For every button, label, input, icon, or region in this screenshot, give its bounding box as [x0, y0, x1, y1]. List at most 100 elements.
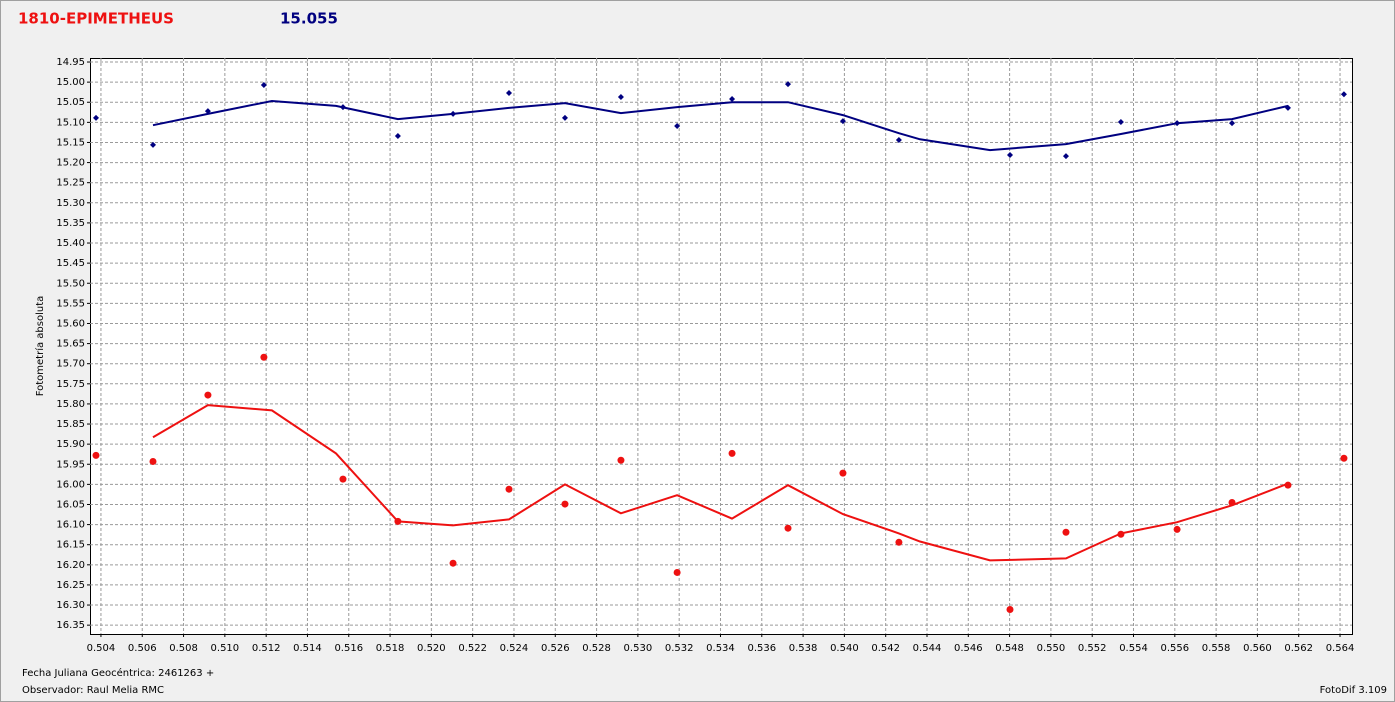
data-point	[784, 524, 792, 532]
x-tick-label: 0.548	[995, 643, 1024, 654]
data-point	[449, 559, 457, 567]
data-point	[1062, 153, 1069, 160]
data-point	[895, 538, 903, 546]
data-point	[561, 500, 569, 508]
data-point	[505, 485, 513, 493]
x-tick-label: 0.516	[334, 643, 363, 654]
data-point	[674, 122, 681, 129]
data-point	[673, 568, 681, 576]
chart-subtitle: 15.055	[280, 10, 338, 28]
data-point	[204, 391, 212, 399]
software-version: FotoDif 3.109	[1320, 685, 1387, 696]
data-point	[1117, 118, 1124, 125]
x-tick-label: 0.530	[624, 643, 653, 654]
data-point	[92, 114, 99, 121]
data-point	[728, 449, 736, 457]
data-point	[785, 81, 792, 88]
x-tick-label: 0.542	[871, 643, 900, 654]
x-tick-label: 0.526	[541, 643, 570, 654]
y-tick-label: 15.75	[56, 379, 85, 390]
plot-area	[90, 58, 1353, 635]
y-tick-label: 16.30	[56, 600, 85, 611]
y-tick-label: 15.65	[56, 339, 85, 350]
y-tick-label: 15.45	[56, 258, 85, 269]
x-tick-label: 0.528	[582, 643, 611, 654]
y-tick-label: 16.15	[56, 540, 85, 551]
y-tick-label: 15.25	[56, 178, 85, 189]
data-point	[561, 114, 568, 121]
x-tick-label: 0.546	[954, 643, 983, 654]
x-tick-label: 0.558	[1202, 643, 1231, 654]
y-tick-label: 15.00	[56, 77, 85, 88]
data-point	[617, 456, 625, 464]
data-point	[506, 89, 513, 96]
x-tick-label: 0.544	[913, 643, 942, 654]
data-point	[1229, 120, 1236, 127]
y-tick-label: 15.15	[56, 137, 85, 148]
data-point	[394, 133, 401, 140]
x-tick-label: 0.510	[211, 643, 240, 654]
y-tick-label: 15.40	[56, 238, 85, 249]
y-tick-label: 16.25	[56, 580, 85, 591]
x-tick-label: 0.562	[1284, 643, 1313, 654]
x-tick-label: 0.554	[1119, 643, 1148, 654]
data-point	[1340, 454, 1348, 462]
y-tick-label: 15.70	[56, 359, 85, 370]
data-point	[617, 94, 624, 101]
y-tick-label: 16.00	[56, 479, 85, 490]
data-point	[839, 469, 847, 477]
x-tick-label: 0.538	[789, 643, 818, 654]
y-tick-label: 15.05	[56, 97, 85, 108]
x-tick-label: 0.536	[747, 643, 776, 654]
y-tick-label: 16.35	[56, 620, 85, 631]
data-point	[149, 457, 157, 465]
y-tick-label: 15.80	[56, 399, 85, 410]
y-tick-label: 15.90	[56, 439, 85, 450]
y-tick-label: 15.55	[56, 298, 85, 309]
data-point	[895, 137, 902, 144]
data-point	[1173, 525, 1181, 533]
x-tick-label: 0.532	[665, 643, 694, 654]
x-tick-label: 0.518	[376, 643, 405, 654]
x-tick-label: 0.564	[1326, 643, 1355, 654]
y-tick-label: 15.95	[56, 459, 85, 470]
x-tick-label: 0.514	[293, 643, 322, 654]
y-tick-label: 15.85	[56, 419, 85, 430]
footer-observer: Observador: Raul Melia RMC	[22, 685, 164, 696]
x-tick-label: 0.504	[87, 643, 116, 654]
x-tick-label: 0.552	[1078, 643, 1107, 654]
y-tick-label: 15.10	[56, 117, 85, 128]
x-tick-label: 0.508	[169, 643, 198, 654]
trend-line	[152, 99, 1289, 152]
x-tick-label: 0.550	[1037, 643, 1066, 654]
y-tick-label: 15.50	[56, 278, 85, 289]
footer-date: Fecha Juliana Geocéntrica: 2461263 +	[22, 667, 214, 679]
x-tick-label: 0.534	[706, 643, 735, 654]
y-axis-label: Fotometría absoluta	[34, 296, 46, 397]
x-tick-label: 0.506	[128, 643, 157, 654]
data-point	[260, 81, 267, 88]
x-tick-label: 0.520	[417, 643, 446, 654]
y-tick-label: 15.30	[56, 198, 85, 209]
data-point	[1006, 605, 1014, 613]
x-tick-label: 0.524	[500, 643, 529, 654]
x-tick-label: 0.560	[1243, 643, 1272, 654]
data-point	[1007, 151, 1014, 158]
y-tick-label: 15.60	[56, 318, 85, 329]
data-point	[149, 141, 156, 148]
data-point	[92, 451, 100, 459]
y-tick-label: 16.05	[56, 499, 85, 510]
y-tick-label: 14.95	[56, 57, 85, 68]
data-point	[339, 475, 347, 483]
x-tick-label: 0.522	[458, 643, 487, 654]
data-point	[260, 353, 268, 361]
data-point	[729, 96, 736, 103]
x-tick-label: 0.540	[830, 643, 859, 654]
y-tick-label: 15.20	[56, 158, 85, 169]
trend-line	[152, 404, 1289, 562]
data-point	[1062, 528, 1070, 536]
x-tick-label: 0.556	[1160, 643, 1189, 654]
y-tick-label: 16.20	[56, 560, 85, 571]
y-tick-label: 15.35	[56, 218, 85, 229]
